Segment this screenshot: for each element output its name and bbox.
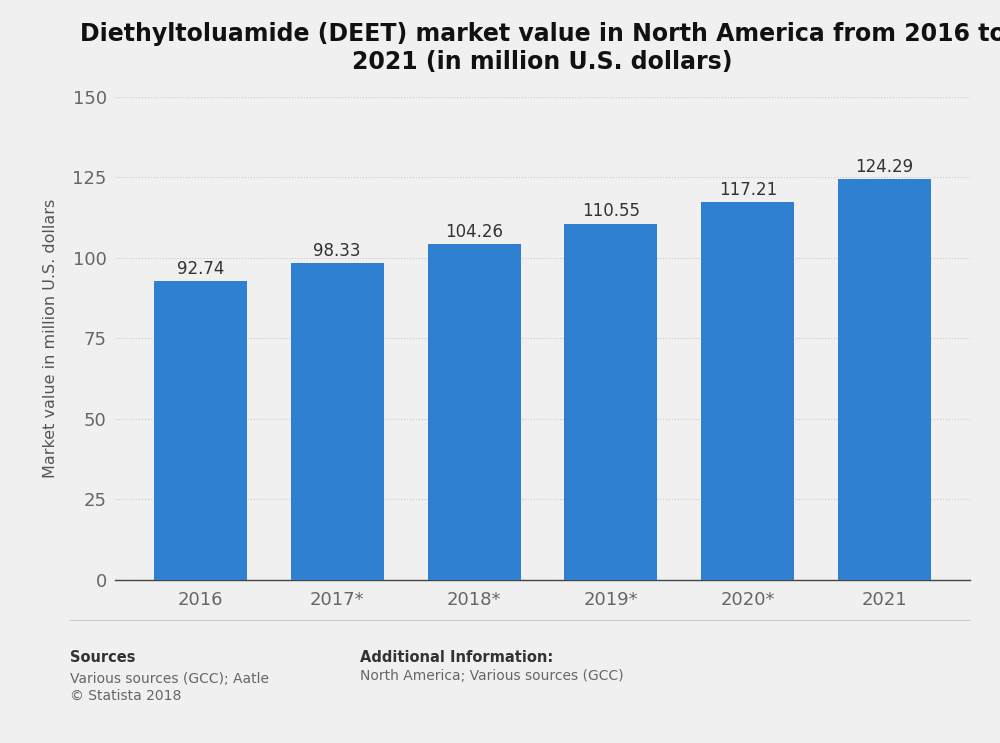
Text: 124.29: 124.29 xyxy=(856,158,914,176)
Text: Various sources (GCC); Aatle
© Statista 2018: Various sources (GCC); Aatle © Statista … xyxy=(70,672,269,703)
Text: 110.55: 110.55 xyxy=(582,202,640,221)
Text: 104.26: 104.26 xyxy=(445,223,503,241)
Bar xyxy=(564,224,657,580)
Y-axis label: Market value in million U.S. dollars: Market value in million U.S. dollars xyxy=(43,198,58,478)
Bar xyxy=(428,244,521,580)
Bar xyxy=(154,281,247,580)
Bar xyxy=(701,202,794,580)
Text: Sources: Sources xyxy=(70,650,136,665)
Text: 117.21: 117.21 xyxy=(719,181,777,199)
Text: Additional Information:: Additional Information: xyxy=(360,650,553,665)
Bar xyxy=(291,263,384,580)
Title: Diethyltoluamide (DEET) market value in North America from 2016 to
2021 (in mill: Diethyltoluamide (DEET) market value in … xyxy=(80,22,1000,74)
Text: 98.33: 98.33 xyxy=(313,241,361,260)
Text: North America; Various sources (GCC): North America; Various sources (GCC) xyxy=(360,669,624,683)
Text: 92.74: 92.74 xyxy=(177,260,224,278)
Bar xyxy=(838,179,931,580)
